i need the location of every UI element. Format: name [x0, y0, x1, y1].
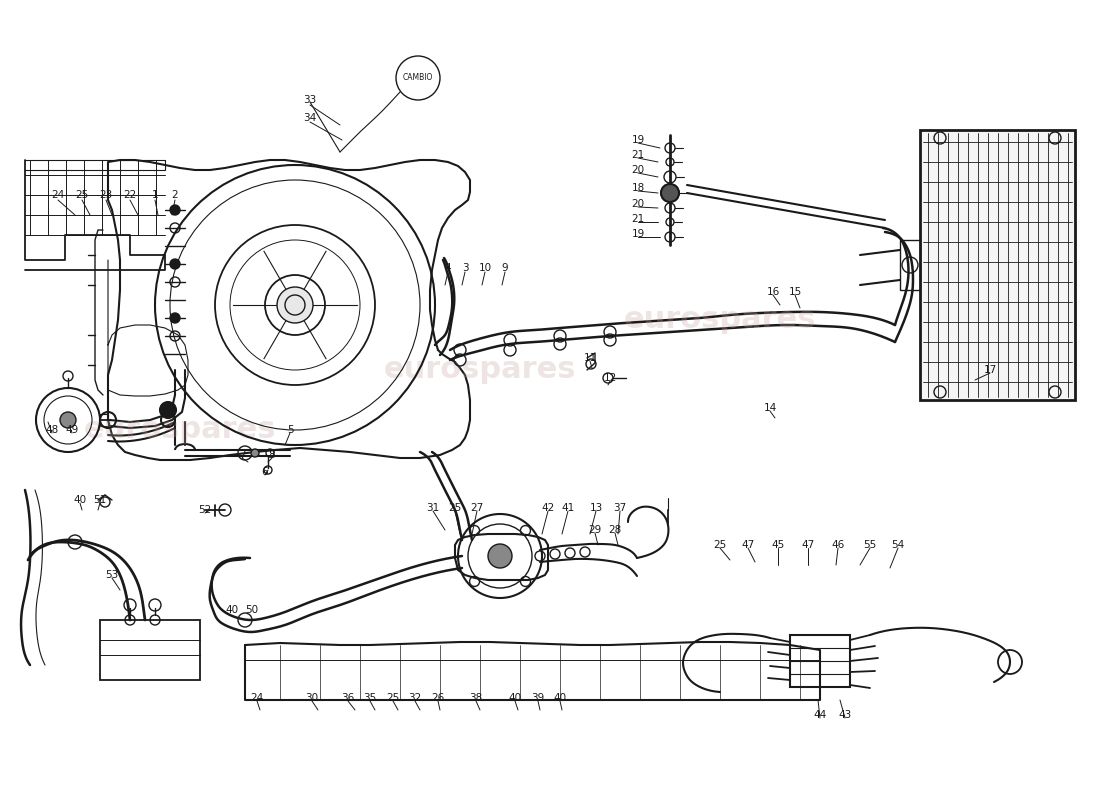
Text: 18: 18: [631, 183, 645, 193]
Text: 27: 27: [471, 503, 484, 513]
Text: 2: 2: [172, 190, 178, 200]
Text: 40: 40: [226, 605, 239, 615]
Text: 36: 36: [341, 693, 354, 703]
Text: 13: 13: [590, 503, 603, 513]
Text: 47: 47: [741, 540, 755, 550]
Text: 29: 29: [588, 525, 602, 535]
Text: 20: 20: [631, 199, 645, 209]
Text: 25: 25: [76, 190, 89, 200]
Text: 44: 44: [813, 710, 826, 720]
Text: 11: 11: [583, 353, 596, 363]
Bar: [790, 635, 850, 687]
Text: 25: 25: [449, 503, 462, 513]
Text: 51: 51: [94, 495, 107, 505]
Text: 48: 48: [45, 425, 58, 435]
Text: 34: 34: [304, 113, 317, 123]
Text: 24: 24: [251, 693, 264, 703]
Text: 43: 43: [838, 710, 851, 720]
Text: 53: 53: [106, 570, 119, 580]
Text: eurospares: eurospares: [384, 355, 576, 385]
Circle shape: [251, 449, 258, 457]
Circle shape: [277, 287, 313, 323]
Text: 50: 50: [245, 605, 258, 615]
Text: 41: 41: [561, 503, 574, 513]
Text: 10: 10: [478, 263, 492, 273]
Text: 47: 47: [802, 540, 815, 550]
Text: CAMBIO: CAMBIO: [403, 74, 433, 82]
Text: 39: 39: [531, 693, 544, 703]
Text: 28: 28: [608, 525, 622, 535]
Text: 24: 24: [52, 190, 65, 200]
Text: eurospares: eurospares: [624, 306, 816, 334]
Circle shape: [170, 259, 180, 269]
Text: 25: 25: [386, 693, 399, 703]
Text: 46: 46: [832, 540, 845, 550]
Circle shape: [160, 402, 176, 418]
Text: 40: 40: [508, 693, 521, 703]
Text: 40: 40: [553, 693, 566, 703]
Text: 49: 49: [65, 425, 78, 435]
Text: 23: 23: [99, 190, 112, 200]
Text: 9: 9: [502, 263, 508, 273]
Text: 3: 3: [462, 263, 469, 273]
Text: 26: 26: [431, 693, 444, 703]
Text: 8: 8: [268, 450, 275, 460]
Circle shape: [488, 544, 512, 568]
Circle shape: [170, 313, 180, 323]
Text: 20: 20: [631, 165, 645, 175]
Text: 31: 31: [427, 503, 440, 513]
Text: 35: 35: [363, 693, 376, 703]
Text: eurospares: eurospares: [84, 415, 276, 445]
Text: 25: 25: [714, 540, 727, 550]
Text: 17: 17: [983, 365, 997, 375]
Text: 7: 7: [239, 450, 245, 460]
Text: 5: 5: [287, 425, 294, 435]
Text: 19: 19: [631, 135, 645, 145]
Text: 16: 16: [767, 287, 780, 297]
Text: 4: 4: [444, 263, 451, 273]
Circle shape: [60, 412, 76, 428]
Bar: [100, 620, 200, 680]
Text: 33: 33: [304, 95, 317, 105]
Text: 1: 1: [152, 190, 158, 200]
Text: 30: 30: [306, 693, 319, 703]
Text: 45: 45: [771, 540, 784, 550]
Text: 42: 42: [541, 503, 554, 513]
Bar: [900, 240, 920, 290]
Text: 12: 12: [604, 373, 617, 383]
Text: 55: 55: [864, 540, 877, 550]
Text: 40: 40: [74, 495, 87, 505]
Text: 52: 52: [198, 505, 211, 515]
Text: 15: 15: [789, 287, 802, 297]
Text: 37: 37: [614, 503, 627, 513]
Text: 21: 21: [631, 214, 645, 224]
Text: 22: 22: [123, 190, 136, 200]
Bar: [920, 130, 1075, 400]
Text: 19: 19: [631, 229, 645, 239]
Text: 32: 32: [408, 693, 421, 703]
Text: 54: 54: [891, 540, 904, 550]
Circle shape: [661, 184, 679, 202]
Text: 14: 14: [763, 403, 777, 413]
Circle shape: [170, 205, 180, 215]
Text: 38: 38: [470, 693, 483, 703]
Text: 6: 6: [262, 467, 268, 477]
Text: 21: 21: [631, 150, 645, 160]
